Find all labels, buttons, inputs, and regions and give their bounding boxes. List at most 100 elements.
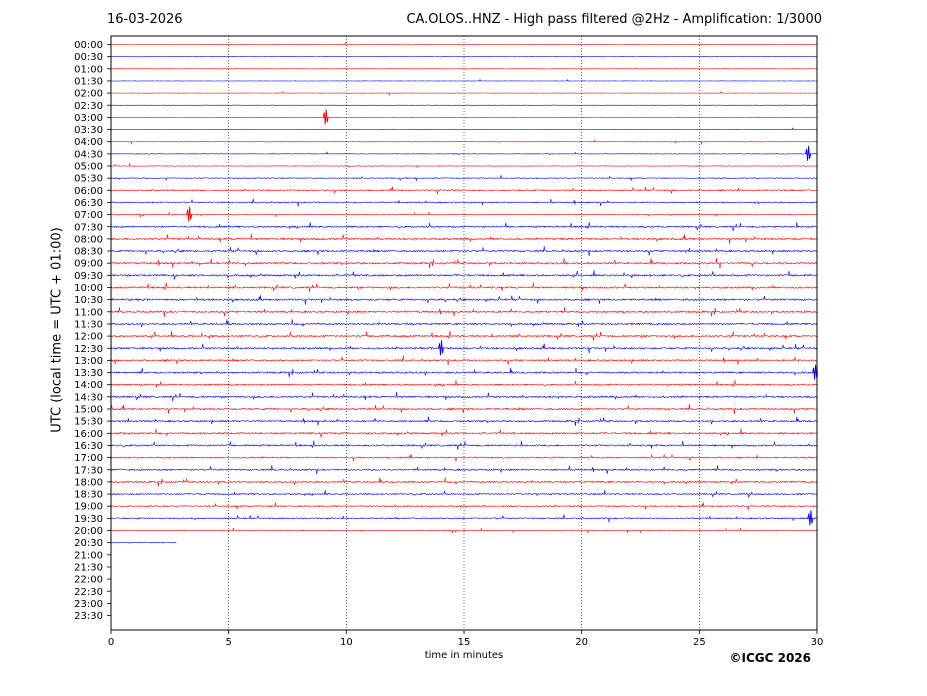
y-tick-label: 20:30: [74, 538, 103, 549]
y-tick-label: 22:00: [74, 575, 103, 586]
y-tick-label: 18:00: [74, 477, 103, 488]
trace-row: [110, 233, 817, 244]
trace-row: [110, 306, 817, 317]
trace-row: [110, 175, 817, 182]
y-tick-label: 14:30: [74, 392, 103, 403]
trace-row: [110, 270, 817, 280]
y-tick-label: 11:30: [74, 319, 103, 330]
y-tick-label: 20:00: [74, 526, 103, 537]
trace-spike: [807, 510, 814, 526]
trace-row: [110, 139, 817, 145]
trace-spike: [186, 206, 193, 222]
trace-row: [110, 116, 817, 118]
y-tick-label: 12:00: [74, 332, 103, 343]
y-tick-label: 19:00: [74, 502, 103, 513]
chart-title: CA.OLOS..HNZ - High pass filtered @2Hz -…: [406, 12, 822, 27]
y-tick-label: 11:00: [74, 307, 103, 318]
header-date: 16-03-2026: [107, 12, 183, 27]
y-tick-label: 17:30: [74, 465, 103, 476]
y-tick-label: 09:00: [74, 259, 103, 270]
y-tick-label: 08:00: [74, 234, 103, 245]
x-tick-label: 20: [575, 637, 588, 648]
trace-row: [110, 282, 817, 292]
trace-row: [110, 90, 817, 96]
y-tick-label: 10:30: [74, 295, 103, 306]
trace-row: [110, 477, 817, 487]
trace-row: [110, 404, 817, 415]
trace-spike: [805, 145, 812, 161]
y-tick-label: 05:30: [74, 174, 103, 185]
y-tick-label: 08:30: [74, 247, 103, 258]
y-tick-label: 06:30: [74, 198, 103, 209]
y-tick-label: 03:30: [74, 125, 103, 136]
y-tick-label: 10:00: [74, 283, 103, 294]
trace-row: [110, 440, 817, 450]
trace-row: [110, 391, 817, 402]
y-tick-label: 00:00: [74, 40, 103, 51]
x-tick-label: 15: [458, 637, 471, 648]
y-tick-label: 03:00: [74, 113, 103, 124]
x-tick-label: 25: [693, 637, 706, 648]
y-tick-label: 04:00: [74, 137, 103, 148]
y-tick-label: 00:30: [74, 52, 103, 63]
y-tick-label: 15:30: [74, 417, 103, 428]
y-tick-label: 16:30: [74, 441, 103, 452]
trace-row: [110, 541, 177, 544]
trace-row: [110, 246, 817, 257]
y-tick-label: 15:00: [74, 405, 103, 416]
trace-row: [110, 221, 817, 232]
trace-row: [110, 330, 817, 341]
x-tick-label: 10: [340, 637, 353, 648]
trace-row: [110, 151, 817, 156]
y-tick-label: 05:00: [74, 162, 103, 173]
trace-row: [110, 198, 817, 207]
trace-spike: [322, 109, 329, 125]
trace-layer: [110, 41, 819, 544]
x-tick-label: 5: [225, 637, 231, 648]
y-tick-label: 17:00: [74, 453, 103, 464]
trace-row: [110, 295, 817, 305]
y-tick-label: 07:00: [74, 210, 103, 221]
y-tick-label: 12:30: [74, 344, 103, 355]
trace-row: [110, 127, 817, 131]
trace-row: [110, 355, 817, 366]
trace-spike: [438, 340, 444, 356]
trace-row: [110, 465, 817, 475]
y-tick-label: 16:00: [74, 429, 103, 440]
y-tick-label: 09:30: [74, 271, 103, 282]
trace-row: [110, 162, 817, 169]
trace-row: [110, 319, 817, 328]
y-tick-label: 22:30: [74, 587, 103, 598]
trace-row: [110, 416, 817, 426]
trace-row: [110, 367, 817, 378]
y-tick-label: 18:30: [74, 490, 103, 501]
trace-row: [110, 41, 817, 46]
trace-row: [110, 211, 817, 218]
y-tick-label: 23:30: [74, 611, 103, 622]
grid-layer: [228, 36, 700, 630]
y-tick-label: 02:30: [74, 101, 103, 112]
y-tick-label: 21:00: [74, 550, 103, 561]
x-tick-label: 30: [811, 637, 824, 648]
copyright-text: ©ICGC 2026: [729, 651, 811, 665]
trace-row: [110, 380, 817, 388]
y-tick-label: 07:30: [74, 222, 103, 233]
trace-row: [110, 502, 817, 511]
y-tick-label: 21:30: [74, 562, 103, 573]
trace-row: [110, 527, 817, 534]
trace-row: [110, 257, 817, 269]
y-tick-label: 13:30: [74, 368, 103, 379]
y-tick-label: 23:00: [74, 599, 103, 610]
trace-row: [110, 489, 817, 498]
y-tick-label: 02:00: [74, 89, 103, 100]
y-tick-label: 01:30: [74, 76, 103, 87]
trace-row: [110, 428, 817, 438]
y-tick-label: 13:00: [74, 356, 103, 367]
y-tick-label: 19:30: [74, 514, 103, 525]
x-axis-label: time in minutes: [424, 650, 504, 661]
trace-row: [110, 453, 817, 462]
x-tick-label: 0: [108, 637, 114, 648]
y-tick-label: 01:00: [74, 64, 103, 75]
